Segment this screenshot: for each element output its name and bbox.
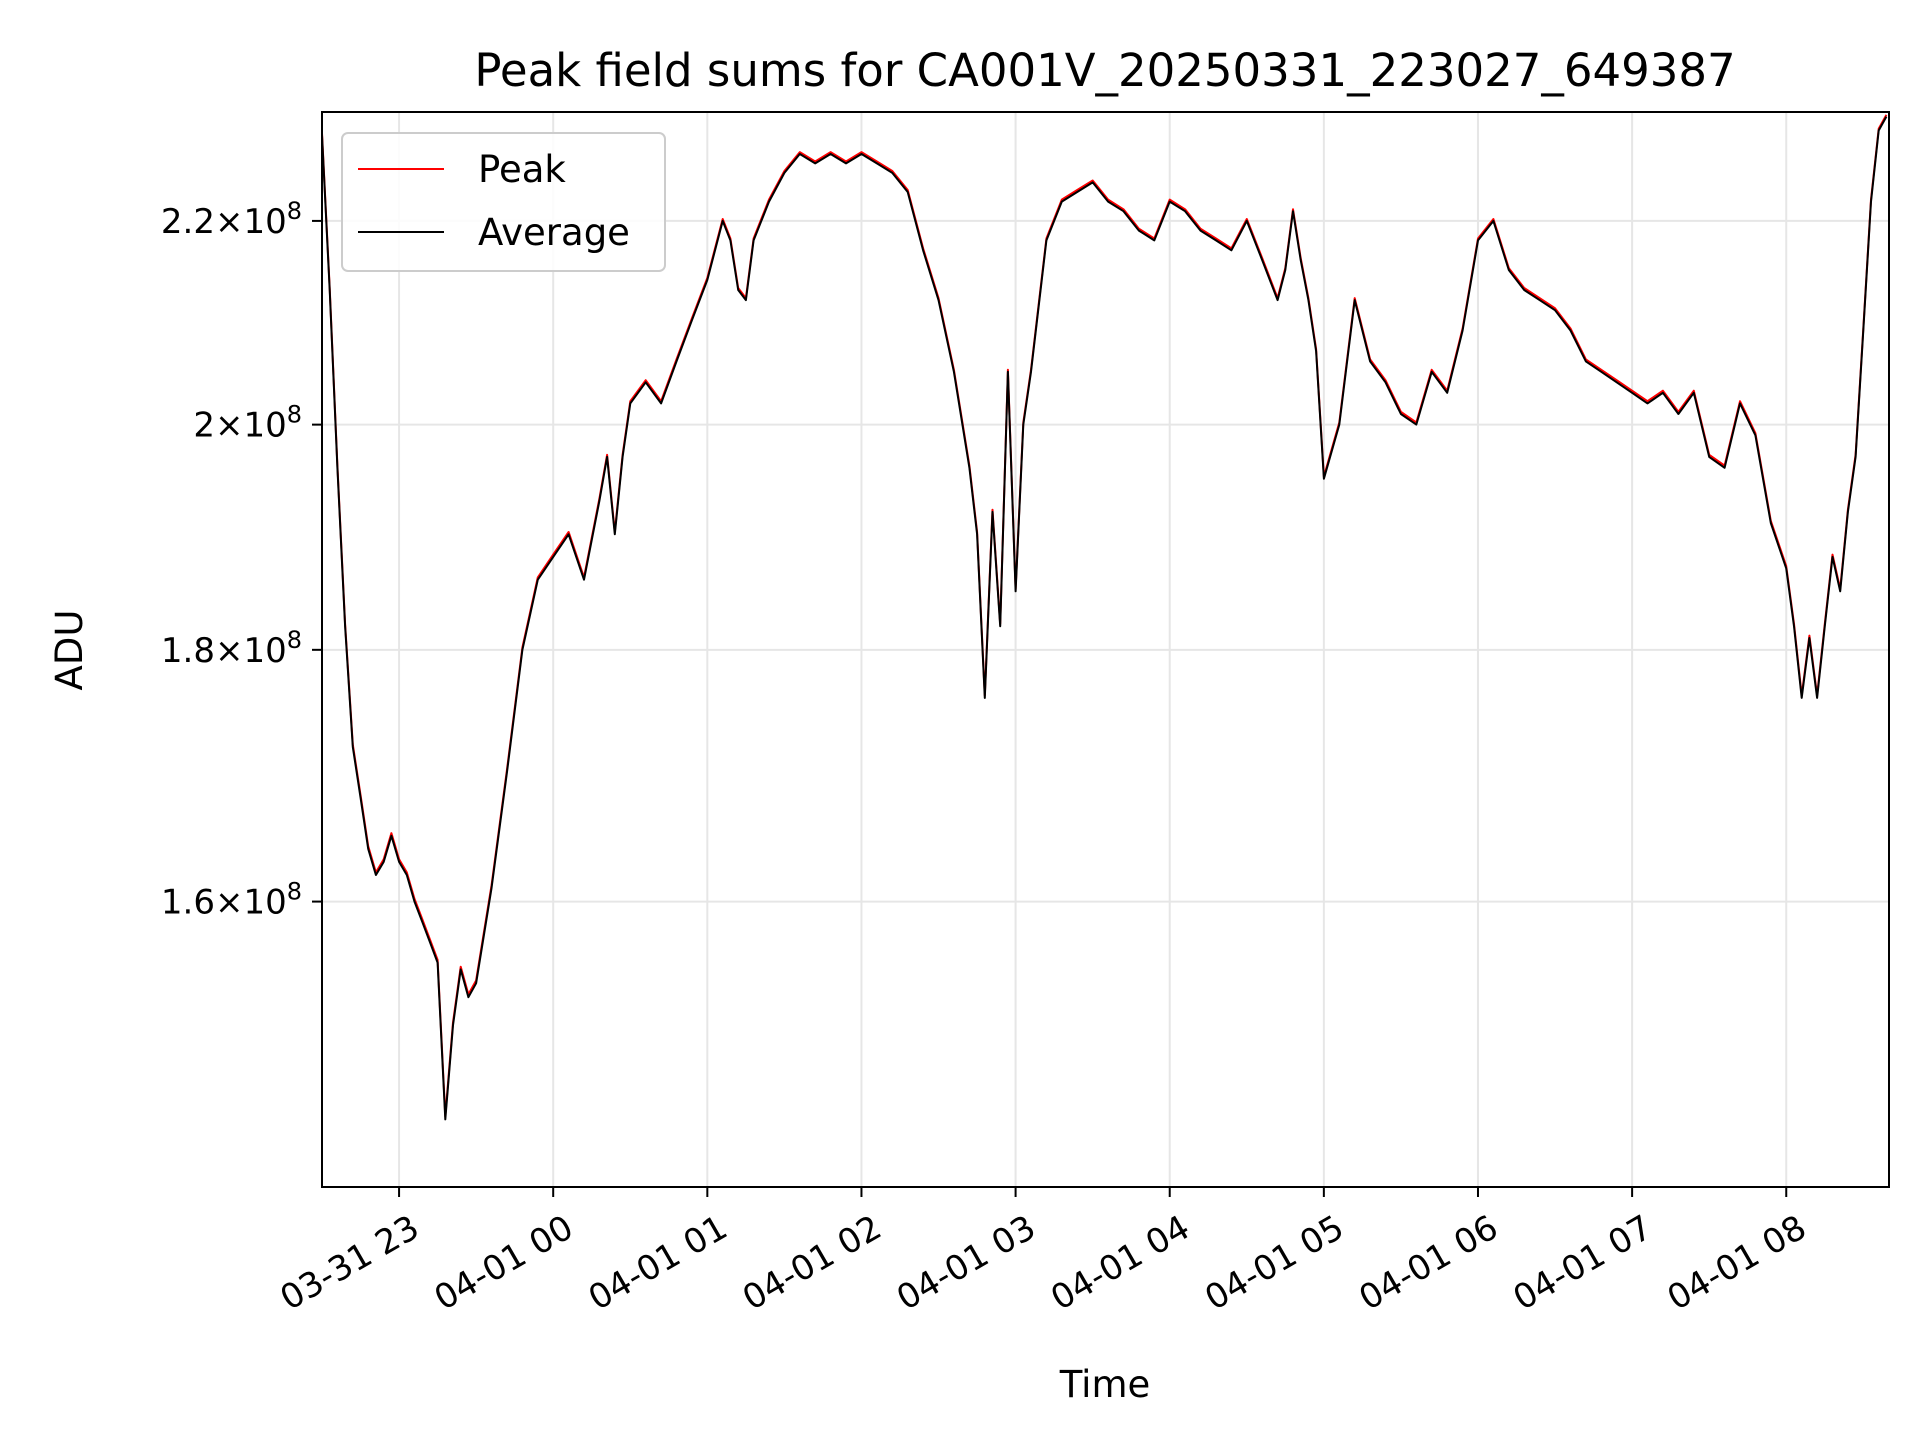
y-tick-base: 10 — [243, 883, 286, 923]
y-tick-base: 10 — [243, 631, 286, 671]
legend-label-average: Average — [478, 211, 630, 254]
y-tick-times: × — [215, 202, 244, 242]
x-axis-label: Time — [1059, 1363, 1151, 1406]
y-tick-times: × — [215, 883, 244, 923]
y-tick-base: 10 — [243, 406, 286, 446]
y-tick-mantissa: 2 — [193, 406, 215, 446]
y-tick-label: 1.6×108 — [161, 878, 302, 923]
series-lines — [322, 114, 1888, 1121]
legend-label-peak: Peak — [478, 148, 566, 191]
y-tick-mantissa: 2.2 — [161, 202, 215, 242]
y-tick-times: × — [215, 406, 244, 446]
y-tick-label: 1.8×108 — [161, 626, 302, 671]
y-tick-exponent: 8 — [287, 626, 302, 654]
y-tick-mantissa: 1.6 — [161, 883, 215, 923]
y-tick-exponent: 8 — [287, 401, 302, 429]
y-tick-label: 2.2×108 — [161, 197, 302, 242]
y-tick-exponent: 8 — [287, 197, 302, 225]
y-tick-times: × — [215, 631, 244, 671]
grid — [322, 112, 1889, 1187]
y-tick-base: 10 — [243, 202, 286, 242]
chart-title: Peak field sums for CA001V_20250331_2230… — [474, 44, 1735, 97]
legend: Peak Average — [341, 132, 666, 272]
y-axis-label: ADU — [48, 610, 91, 691]
y-tick-label: 2×108 — [193, 401, 302, 446]
y-tick-mantissa: 1.8 — [161, 631, 215, 671]
legend-box — [341, 132, 666, 272]
y-tick-exponent: 8 — [287, 878, 302, 906]
series-line-average — [322, 116, 1888, 1121]
